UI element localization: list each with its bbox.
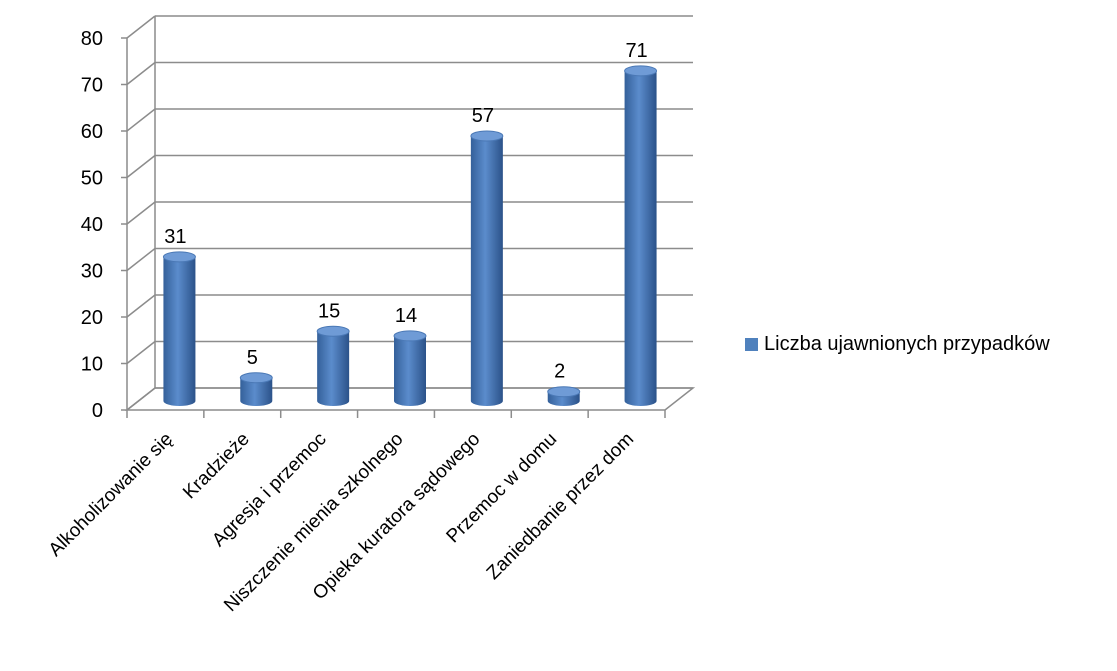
data-label: 15: [318, 300, 340, 322]
bar-top: [547, 386, 581, 398]
axes: [121, 16, 696, 418]
legend-label: Liczba ujawnionych przypadków: [764, 333, 1050, 355]
floor: [124, 387, 696, 411]
bar: [162, 251, 196, 407]
y-tick-label: 40: [81, 214, 103, 236]
data-label: 57: [472, 105, 494, 127]
bar-body: [163, 256, 196, 407]
bar: [470, 130, 504, 407]
bar-top: [162, 251, 196, 263]
legend-swatch: [745, 338, 758, 351]
bar-top: [316, 325, 350, 337]
x-tick-label: Kradzieże: [179, 429, 254, 504]
y-tick-label: 50: [81, 168, 103, 190]
bar: [393, 330, 427, 406]
bars: [162, 65, 658, 407]
y-tick-label: 80: [81, 28, 103, 50]
bar-top: [239, 372, 273, 384]
gridlines: [126, 15, 693, 411]
gridline-side: [126, 61, 156, 86]
bar: [547, 386, 581, 407]
data-label: 71: [625, 40, 647, 62]
y-tick-label: 20: [81, 307, 103, 329]
y-tick-label: 60: [81, 121, 103, 143]
gridline-side: [126, 201, 156, 225]
x-tick-label: Zaniedbanie przez dom: [483, 429, 638, 584]
bar-body: [624, 70, 657, 407]
data-label: 5: [247, 347, 258, 369]
gridline-side: [126, 340, 156, 365]
gridline-side: [126, 108, 156, 132]
gridline-side: [126, 15, 156, 39]
legend: Liczba ujawnionych przypadków: [745, 333, 1050, 356]
gridline-side: [126, 154, 156, 179]
bar-body: [317, 331, 350, 407]
bar-top: [624, 65, 658, 77]
labels: 0 10 20 30 40 50 60 70 80 31 Alkoholizowanie się 5 K…: [45, 28, 648, 616]
bar-body: [394, 335, 426, 406]
data-label: 14: [395, 305, 417, 327]
bar-body: [470, 135, 503, 407]
bar-body: [240, 377, 273, 406]
bar-top: [470, 130, 504, 142]
bar-top: [393, 330, 427, 342]
y-tick-label: 30: [81, 261, 103, 283]
gridline-side: [126, 247, 156, 272]
y-tick-label: 70: [81, 75, 103, 97]
y-tick-label: 10: [81, 354, 103, 376]
bar: [239, 372, 273, 406]
bar: [316, 325, 350, 407]
gridline-side: [126, 294, 156, 318]
x-tick-label: Alkoholizowanie się: [45, 429, 177, 561]
y-tick-label: 0: [92, 400, 103, 422]
data-label: 2: [554, 361, 565, 383]
data-label: 31: [164, 226, 186, 248]
bar: [624, 65, 658, 407]
